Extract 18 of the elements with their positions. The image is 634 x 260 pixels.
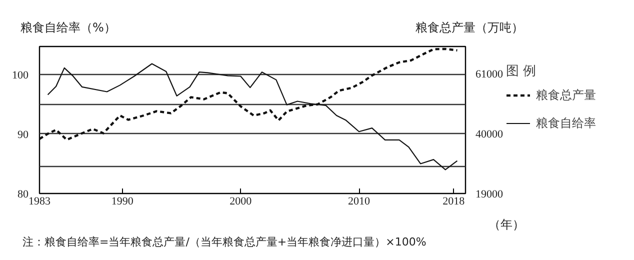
x-tick-label: 1983	[28, 196, 51, 208]
legend-label: 粮食自给率	[536, 114, 596, 132]
legend-label: 粮食总产量	[536, 86, 596, 104]
x-axis-title: （年）	[488, 218, 524, 232]
y-axis-title: 粮食自给率（%）	[20, 20, 116, 34]
x-tick-label: 2018	[442, 196, 466, 208]
y2-tick-label: 61000	[476, 68, 504, 80]
y2-axis-title: 粮食总产量（万吨）	[416, 20, 524, 34]
text: 注：粮食自给率=当年粮食总产量/（当年粮食总产量+当年粮食净进口量）×100%	[22, 236, 426, 248]
y-tick-label: 90	[18, 128, 29, 141]
x-tick-label: 2010	[348, 196, 370, 208]
y2-tick-label: 19000	[476, 188, 504, 200]
x-tick-label: 2000	[230, 196, 252, 208]
legend-title: 图 例	[506, 63, 538, 80]
y2-tick-label: 40000	[476, 128, 504, 140]
y-tick-label: 100	[12, 69, 29, 82]
x-tick-label: 1990	[111, 196, 134, 208]
y-tick-label: 80	[18, 188, 29, 200]
